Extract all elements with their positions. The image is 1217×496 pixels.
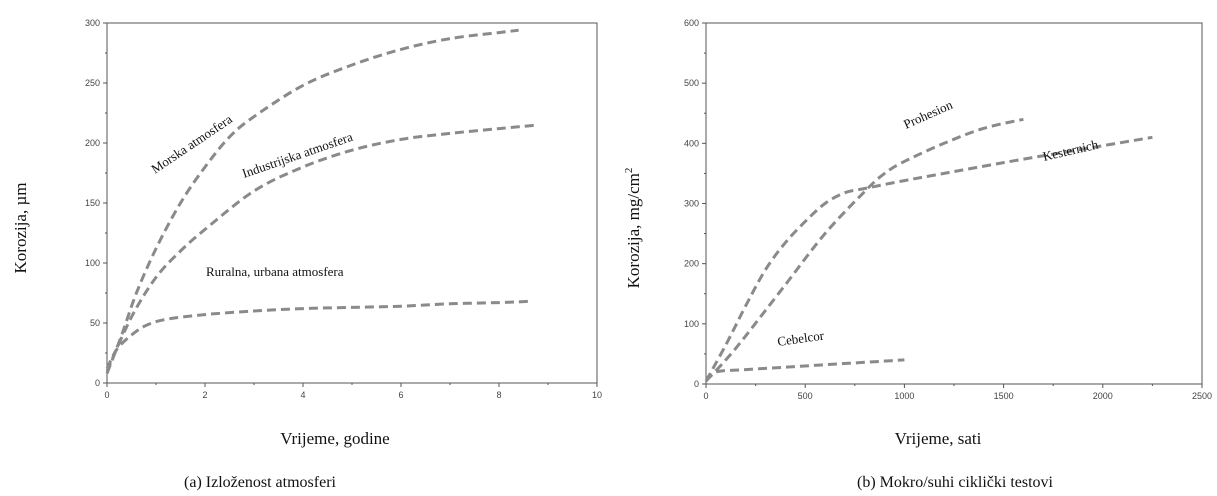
x-tick-label-b: 2500 [1192, 391, 1212, 401]
chart-b: 0 500 1000 1500 2000 25000100200300400500600 … [623, 18, 1212, 491]
x-tick-label-a: 6 [398, 390, 403, 400]
y-axis-title-b: Korozija, mg/cm2 [623, 168, 643, 289]
series-label-kesternich: Kesternich [1041, 137, 1100, 164]
series-line-a-0 [105, 28, 519, 374]
x-tick-label-a: 4 [300, 390, 305, 400]
x-tick-label-a: 10 [592, 390, 602, 400]
series-label-ruralna: Ruralna, urbana atmosfera [206, 264, 344, 279]
y-tick-label-b: 600 [684, 18, 699, 28]
x-tick-label-b: 1500 [994, 391, 1014, 401]
x-tick-label-b: 1000 [894, 391, 914, 401]
x-tick-label-a: 2 [202, 390, 207, 400]
y-tick-label-a: 100 [85, 258, 100, 268]
y-axis-title-a: Korozija, µm [11, 183, 30, 274]
y-tick-label-a: 300 [85, 18, 100, 28]
y-tick-label-b: 0 [694, 379, 699, 389]
series-line-a-2 [105, 299, 529, 370]
x-axis-title-a: Vrijeme, godine [280, 429, 389, 448]
x-tick-label-a: 8 [496, 390, 501, 400]
series-label-prohesion: Prohesion [901, 97, 955, 132]
x-tick-label-b: 500 [798, 391, 813, 401]
x-tick-label-b: 2000 [1093, 391, 1113, 401]
y-tick-label-b: 400 [684, 138, 699, 148]
y-tick-label-b: 200 [684, 259, 699, 269]
series-lines-b [704, 117, 1153, 383]
series-line-b-1 [704, 135, 1153, 382]
plot-frame-b [705, 22, 1203, 385]
x-axis-title-b: Vrijeme, sati [895, 429, 982, 448]
y-axis-title-b-sup: 2 [623, 168, 635, 174]
axis-ticks-b: 0 500 1000 1500 2000 2500 0 100 200 300 400 500 600 [684, 18, 1212, 401]
series-label-cebelcor: Cebelcor [776, 327, 825, 348]
caption-a: (a) Izloženost atmosferi [184, 474, 336, 491]
series-lines-a [105, 28, 539, 374]
y-tick-label-b: 100 [684, 319, 699, 329]
y-tick-label-a: 150 [85, 198, 100, 208]
y-tick-label-a: 50 [90, 318, 100, 328]
caption-b: (b) Mokro/suhi ciklički testovi [857, 474, 1054, 491]
y-tick-label-a: 250 [85, 78, 100, 88]
series-line-b-0 [704, 117, 1024, 383]
y-tick-label-b: 500 [684, 78, 699, 88]
series-line-a-1 [105, 123, 539, 372]
y-tick-label-a: 0 [95, 378, 100, 388]
x-tick-label-a: 0 [104, 390, 109, 400]
y-tick-label-a: 200 [85, 138, 100, 148]
y-tick-label-b: 300 [684, 199, 699, 209]
series-line-b-2 [704, 358, 905, 383]
x-tick-label-b: 0 [703, 391, 708, 401]
y-axis-title-b-main: Korozija, mg/cm [624, 173, 643, 288]
